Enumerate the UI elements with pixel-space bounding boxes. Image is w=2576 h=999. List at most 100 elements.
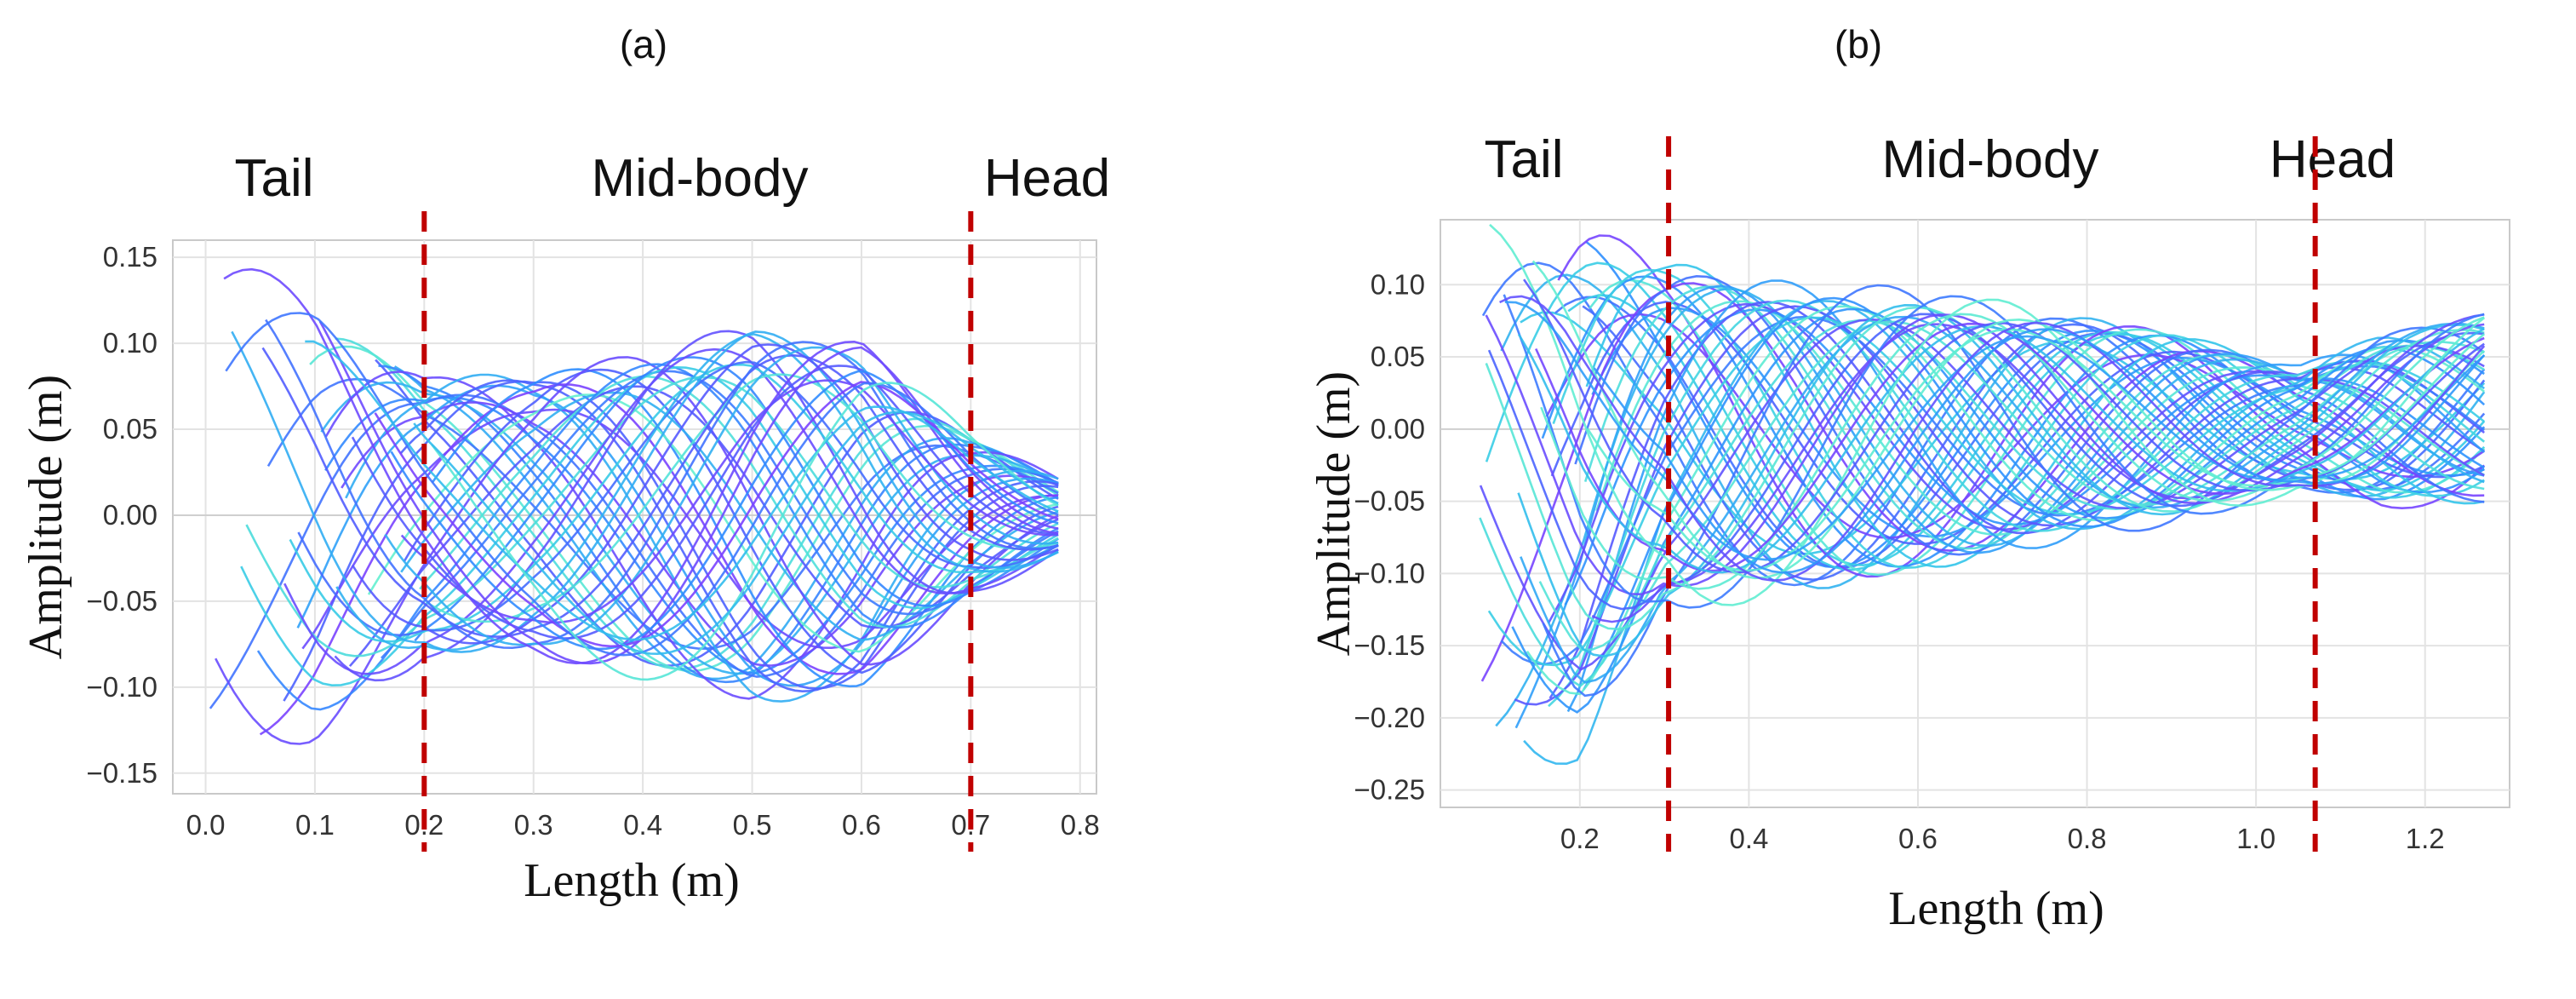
wave-curve [384, 346, 1059, 646]
y-tick-label: 0.05 [103, 413, 157, 445]
x-tick-label: 1.2 [2406, 823, 2445, 854]
wave-curve [1523, 299, 2486, 766]
y-tick-label: 0.00 [1371, 413, 1425, 445]
wave-curve [283, 347, 1059, 675]
wave-curve [414, 356, 1059, 642]
wave-curve [390, 370, 1059, 651]
wave-curve [348, 385, 1059, 668]
panel-a-x-axis-label: Length (m) [524, 854, 739, 907]
y-tick-label: −0.05 [1354, 485, 1426, 517]
y-tick-label: −0.05 [87, 585, 158, 617]
y-tick-label: 0.10 [103, 327, 157, 359]
panel-b-region-tail: Tail [1484, 130, 1563, 189]
y-tick-label: −0.15 [1354, 629, 1426, 661]
panel-b-y-ticks: 0.10 0.05 0.00 −0.05 −0.10 −0.15 −0.20 −0.25 [1354, 268, 1426, 805]
wave-curve [1548, 299, 2486, 708]
y-tick-label: −0.15 [87, 757, 158, 789]
y-tick-label: 0.00 [103, 499, 157, 531]
panel-a-title: (a) [620, 22, 667, 66]
wave-curve [425, 373, 1059, 623]
wave-curve [324, 370, 1059, 700]
panel-b-plot-frame [1440, 219, 2510, 808]
wave-curve [1564, 308, 2485, 606]
wave-curve [1511, 307, 2485, 714]
wave-curve [431, 382, 1059, 681]
wave-curve [1489, 223, 2486, 606]
panel-b-curves [1479, 223, 2486, 766]
wave-curve [1554, 296, 2486, 569]
panel-b-x-axis-label: Length (m) [1888, 882, 2104, 935]
x-tick-label: 0.2 [404, 809, 444, 841]
x-tick-label: 0.8 [1061, 809, 1100, 841]
panel-a-y-axis-label: Amplitude (m) [20, 375, 72, 659]
panel-a-region-tail: Tail [234, 149, 313, 208]
panel-a-region-mid-body: Mid-body [592, 149, 809, 208]
wave-curve [1479, 319, 2485, 688]
wave-curve [400, 379, 1059, 624]
wave-curve [1523, 278, 2485, 574]
wave-curve [1541, 275, 2485, 568]
wave-curve [334, 330, 1059, 682]
wave-curve [1552, 268, 2485, 570]
x-tick-label: 0.2 [1560, 823, 1600, 854]
wave-curve [1591, 313, 2485, 623]
y-tick-label: −0.10 [87, 671, 158, 703]
panel-b-x-ticks: 0.2 0.4 0.6 0.8 1.0 1.2 [1560, 823, 2445, 854]
panel-a-region-head: Head [984, 149, 1110, 208]
panel-b-region-mid-body: Mid-body [1882, 130, 2099, 189]
wave-curve [259, 383, 1059, 736]
x-tick-label: 0.3 [514, 809, 553, 841]
y-tick-label: 0.15 [103, 241, 157, 273]
wave-curve [245, 376, 1059, 657]
panel-b-y-axis-label: Amplitude (m) [1308, 371, 1360, 656]
wave-curve [261, 347, 1059, 638]
wave-curve [1500, 273, 2486, 589]
wave-curve [231, 330, 1059, 653]
wave-curve [1566, 279, 2486, 713]
wave-curve [419, 375, 1059, 629]
x-tick-label: 0.5 [733, 809, 772, 841]
wave-curve [289, 363, 1059, 643]
wave-curve [1593, 328, 2486, 574]
wave-curve [1586, 328, 2486, 572]
y-tick-label: 0.10 [1371, 268, 1425, 300]
y-tick-label: −0.20 [1354, 702, 1426, 733]
y-tick-label: −0.25 [1354, 774, 1426, 806]
wave-curve [367, 393, 1059, 653]
x-tick-label: 0.8 [2068, 823, 2107, 854]
wave-curve [399, 379, 1059, 693]
panel-b-dividers [1666, 136, 2318, 852]
wave-curve [335, 332, 1059, 652]
wave-curve [1487, 316, 2485, 667]
x-tick-label: 0.7 [951, 809, 990, 841]
panel-a-grid [173, 240, 1096, 794]
x-tick-label: 0.1 [295, 809, 335, 841]
wave-curve [266, 377, 1059, 650]
panel-a-y-ticks: 0.15 0.10 0.05 0.00 −0.05 −0.10 −0.15 [87, 241, 158, 789]
wave-curve [1583, 296, 2486, 690]
wave-curve [265, 319, 1059, 650]
panel-a-x-ticks: 0.0 0.1 0.2 0.3 0.4 0.5 0.6 0.7 0.8 [186, 809, 1100, 841]
wave-curve [1503, 294, 2485, 609]
wave-curve [351, 343, 1059, 645]
x-tick-label: 0.6 [1898, 823, 1938, 854]
x-tick-label: 1.0 [2236, 823, 2275, 854]
wave-curve [1547, 302, 2485, 624]
panel-a-curves [209, 267, 1059, 745]
wave-curve [400, 391, 1059, 641]
y-tick-label: 0.05 [1371, 341, 1425, 372]
wave-curve [1520, 315, 2485, 684]
wave-curve [1535, 322, 2485, 572]
wave-curve [209, 393, 1059, 709]
panel-b-title: (b) [1835, 22, 1882, 66]
panel-a-dividers [421, 211, 974, 852]
x-tick-label: 0.0 [186, 809, 226, 841]
panel-b-region-head: Head [2270, 130, 2396, 189]
wave-curve [215, 356, 1059, 745]
x-tick-label: 0.4 [1729, 823, 1768, 854]
wave-curve [341, 401, 1059, 667]
wave-curve [1499, 295, 2486, 583]
wave-curve [1514, 284, 2485, 729]
panel-a-plot-frame [172, 239, 1097, 795]
